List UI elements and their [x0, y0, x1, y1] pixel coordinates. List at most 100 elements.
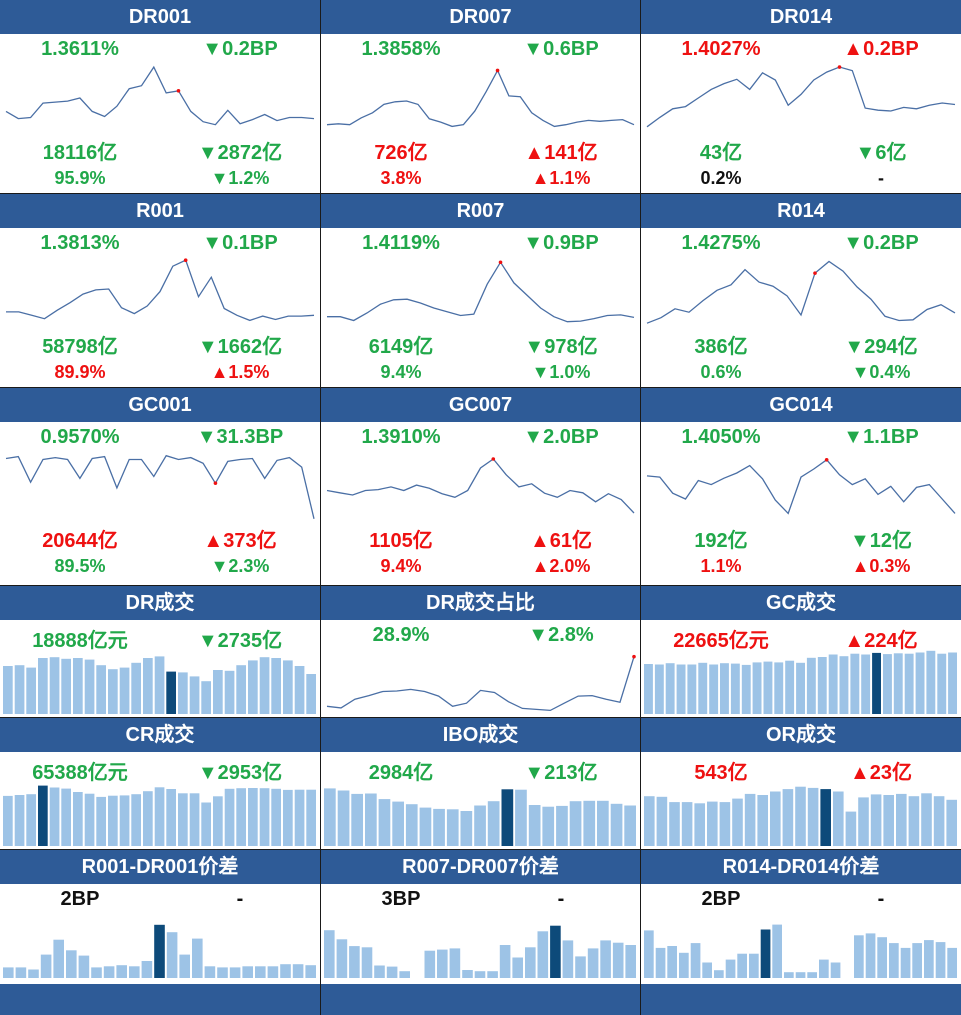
bar: [271, 788, 281, 846]
chart-17: [324, 925, 636, 978]
bar: [337, 790, 350, 846]
share-change: ▲1.1%: [531, 168, 591, 188]
bar: [655, 947, 666, 978]
row-divider: [0, 193, 961, 194]
column-divider: [320, 0, 321, 1015]
bar: [53, 939, 64, 978]
rate-change: ▼1.1BP: [843, 426, 919, 448]
series-line: [327, 261, 635, 323]
bar: [770, 791, 781, 846]
highlight-bar: [760, 929, 771, 978]
highlight-bar: [154, 924, 165, 978]
bar: [933, 796, 945, 846]
bar: [474, 971, 486, 978]
bar: [709, 664, 719, 714]
panel-title: CR成交: [0, 718, 320, 752]
volume-change: ▼978亿: [524, 336, 598, 358]
column-divider: [640, 0, 641, 1015]
bar: [575, 956, 586, 978]
bar: [737, 953, 747, 978]
chart-15: [644, 786, 957, 846]
panel-title: DR001: [0, 0, 320, 34]
bar: [460, 811, 473, 846]
panel-title: OR成交: [641, 718, 961, 752]
volume-change: ▼6亿: [855, 142, 907, 164]
bar: [96, 796, 106, 846]
bar: [654, 664, 664, 714]
rate-value: 65388亿元: [32, 762, 128, 784]
bar: [807, 787, 819, 846]
volume-change: ▼2872亿: [197, 142, 283, 164]
bar: [656, 796, 668, 846]
share-change: ▼0.4%: [851, 362, 911, 382]
chart-1: [5, 65, 315, 126]
bar: [179, 954, 190, 978]
rate-change: ▼213亿: [524, 762, 598, 784]
bar: [487, 801, 500, 846]
bar: [474, 805, 486, 846]
bar: [91, 967, 102, 978]
panel-6: R014 1.4275% ▼0.2BP 386亿 ▼294亿 0.6% ▼0.4%: [641, 194, 961, 388]
bar: [858, 797, 869, 846]
bar: [757, 795, 768, 846]
bar: [796, 662, 805, 714]
bar: [283, 789, 293, 846]
bar: [556, 805, 568, 846]
bar: [865, 933, 876, 978]
bar: [772, 924, 782, 978]
bar: [236, 665, 246, 714]
bar: [116, 965, 127, 978]
panel-title: R001: [0, 194, 320, 228]
bar: [248, 660, 258, 714]
bar: [908, 796, 920, 846]
bar: [405, 804, 418, 846]
bar: [625, 945, 636, 978]
rate-value: 1.3910%: [361, 426, 441, 448]
panel-title: R014: [641, 194, 961, 228]
bar: [562, 940, 574, 978]
bar: [365, 793, 377, 846]
share-value: 89.9%: [54, 362, 106, 382]
bar: [694, 803, 705, 846]
bar: [912, 943, 922, 978]
bar: [687, 664, 697, 714]
share-value: 3.8%: [380, 168, 422, 188]
bar: [707, 801, 718, 846]
bar: [213, 796, 223, 846]
bar: [424, 950, 436, 978]
bar: [667, 946, 677, 978]
bar: [143, 658, 153, 714]
panel-12: GC成交 22665亿元 ▲224亿: [641, 586, 961, 718]
chart-18: [644, 924, 957, 978]
bar: [143, 791, 153, 846]
bar: [437, 949, 448, 978]
bar: [893, 653, 903, 714]
panel-title: DR007: [321, 0, 640, 34]
bar: [49, 787, 60, 846]
panel-5: R007 1.4119% ▼0.9BP 6149亿 ▼978亿 9.4% ▼1.0%: [321, 194, 640, 388]
volume-change: ▼294亿: [844, 336, 918, 358]
bar: [255, 966, 266, 978]
volume-change: ▲61亿: [529, 530, 593, 552]
bar: [108, 669, 118, 714]
bar: [926, 650, 936, 714]
bar: [236, 788, 246, 846]
bar: [819, 959, 829, 978]
bar: [154, 656, 165, 714]
bar: [248, 788, 258, 846]
rate-change: ▲23亿: [849, 762, 913, 784]
volume-value: 18116亿: [42, 142, 118, 164]
volume-change: ▼12亿: [849, 530, 913, 552]
volume-value: 20644亿: [42, 530, 118, 552]
panel-17: R007-DR007价差 3BP -: [321, 850, 640, 984]
share-change: ▲1.5%: [210, 362, 270, 382]
panel-16: R001-DR001价差 2BP -: [0, 850, 320, 984]
bar: [744, 793, 756, 846]
rate-change: ▼2.8%: [528, 624, 594, 646]
bar: [525, 947, 536, 978]
panel-11: DR成交占比 28.9% ▼2.8%: [321, 586, 640, 718]
rate-change: ▼0.6BP: [523, 38, 599, 60]
panel-title: R001-DR001价差: [0, 850, 320, 884]
row-divider: [0, 387, 961, 388]
bar: [896, 793, 907, 846]
